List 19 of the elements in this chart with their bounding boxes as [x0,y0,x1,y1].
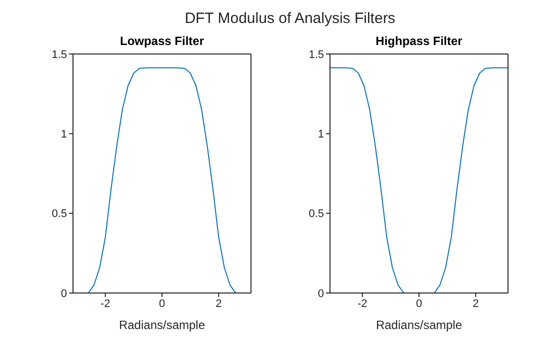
y-tick-label: 0.5 [52,208,67,220]
y-tick-label: 1 [318,128,324,141]
chart-title: Lowpass Filter [118,34,206,48]
y-tick-label: 0 [60,288,67,300]
chart-title: Highpass Filter [374,34,464,48]
x-tick-label: -2 [100,298,110,310]
y-tick-label: 1 [60,128,67,141]
x-tick-label: 2 [472,298,479,310]
y-tick-label: 1.5 [308,48,324,61]
x-tick-label: 2 [216,298,222,310]
y-tick-label: 1.5 [52,48,67,61]
x-tick-label: -2 [357,298,368,310]
x-axis-title: Radians/sample [376,318,462,332]
y-tick-label: 0 [318,288,324,300]
x-tick-label: 0 [158,298,166,310]
x-axis-title: Radians/sample [118,318,206,332]
x-tick-label: 0 [416,298,422,310]
y-tick-label: 0.5 [308,208,324,220]
text: DFT Modulus of Analysis Filters [184,10,396,27]
